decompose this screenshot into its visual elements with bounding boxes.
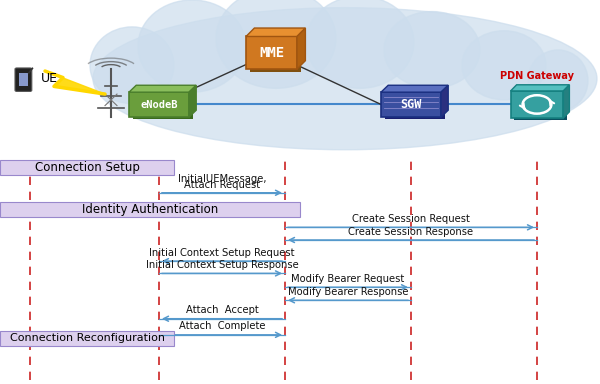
Polygon shape [511,85,569,91]
Text: PDN Gateway: PDN Gateway [500,71,574,81]
Text: Initial Context Setup Request: Initial Context Setup Request [149,248,295,258]
Polygon shape [45,71,105,94]
Text: Attach  Complete: Attach Complete [179,321,265,331]
Text: InitialUEMessage,: InitialUEMessage, [178,174,266,184]
FancyBboxPatch shape [385,94,445,119]
FancyBboxPatch shape [15,68,32,91]
FancyBboxPatch shape [0,202,300,217]
FancyBboxPatch shape [0,331,174,346]
Ellipse shape [93,8,597,150]
Text: Create Session Response: Create Session Response [349,227,473,237]
Polygon shape [129,85,196,92]
FancyBboxPatch shape [514,93,567,120]
Text: Connection Setup: Connection Setup [35,161,139,174]
Text: Initial Context Setup Response: Initial Context Setup Response [146,260,298,270]
Text: Identity Authentication: Identity Authentication [82,203,218,216]
Polygon shape [563,85,569,118]
Polygon shape [381,85,448,92]
FancyBboxPatch shape [511,91,563,118]
Ellipse shape [216,0,336,88]
Text: Attach  Accept: Attach Accept [185,305,259,315]
Text: Modify Bearer Response: Modify Bearer Response [288,287,408,297]
Text: Create Session Request: Create Session Request [352,214,470,224]
FancyBboxPatch shape [0,160,174,175]
Text: Connection Reconfiguration: Connection Reconfiguration [10,333,164,343]
Ellipse shape [138,0,246,92]
Text: Attach Request: Attach Request [184,180,260,190]
Polygon shape [297,28,305,69]
Text: SGW: SGW [400,98,422,111]
Ellipse shape [528,50,588,111]
Ellipse shape [462,31,546,100]
FancyBboxPatch shape [129,92,189,117]
Ellipse shape [306,0,414,88]
FancyBboxPatch shape [133,94,193,119]
FancyBboxPatch shape [19,73,28,86]
FancyBboxPatch shape [250,39,301,72]
Text: UE: UE [41,72,58,85]
Text: Modify Bearer Request: Modify Bearer Request [292,274,404,284]
Ellipse shape [90,27,174,104]
Text: MME: MME [259,46,284,60]
Polygon shape [246,28,305,36]
Text: eNodeB: eNodeB [140,99,178,110]
Polygon shape [441,85,448,117]
Polygon shape [189,85,196,117]
Ellipse shape [384,12,480,88]
FancyBboxPatch shape [246,36,297,69]
FancyBboxPatch shape [381,92,441,117]
